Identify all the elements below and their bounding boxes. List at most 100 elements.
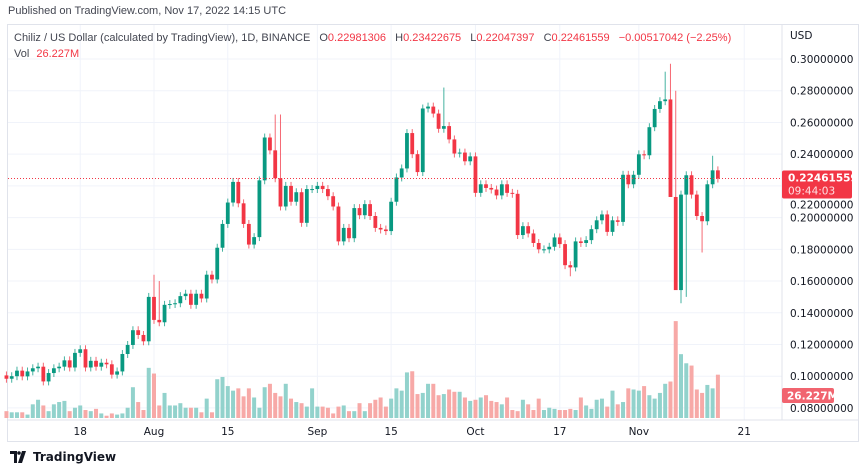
candle-body <box>320 185 325 190</box>
candle-body <box>30 368 35 372</box>
candle <box>658 97 662 113</box>
volume-bar <box>188 407 193 418</box>
volume-bar <box>404 372 409 418</box>
volume-bar <box>441 394 446 418</box>
price-tick-label: 0.28000000 <box>790 86 853 98</box>
volume-bar <box>136 402 141 418</box>
candle-body <box>473 156 478 193</box>
candle <box>357 204 362 220</box>
volume-bar <box>104 415 109 418</box>
candle-body <box>715 170 720 179</box>
candle <box>573 237 578 272</box>
time-tick-label: Sep <box>307 426 327 438</box>
candle-body <box>552 237 557 247</box>
published-caption: Published on TradingView.com, Nov 17, 20… <box>8 5 287 17</box>
candle <box>415 150 420 177</box>
symbol-description[interactable]: Chiliz / US Dollar (calculated by Tradin… <box>14 32 311 44</box>
candle <box>679 190 683 304</box>
candle-body <box>457 152 462 154</box>
volume-bar <box>257 407 262 418</box>
volume-bars <box>4 321 720 418</box>
volume-bar <box>431 383 436 418</box>
candle <box>473 152 478 197</box>
candle <box>447 122 452 144</box>
candle-body <box>399 168 404 178</box>
time-tick-label: Nov <box>629 426 650 438</box>
volume-bar <box>684 363 689 418</box>
candle-body <box>220 223 225 248</box>
volume-bar <box>51 404 56 418</box>
volume-bar <box>204 398 209 418</box>
candle-body <box>636 154 641 175</box>
volume-bar <box>57 402 62 418</box>
candle-body <box>157 319 162 323</box>
candle-body <box>20 370 25 377</box>
time-tick-label: 18 <box>74 426 87 438</box>
volume-bar <box>336 406 341 418</box>
volume-label[interactable]: Vol <box>14 48 30 60</box>
volume-bar <box>178 403 183 418</box>
candle <box>547 242 552 254</box>
candle-body <box>600 214 604 221</box>
candle-body <box>494 189 499 196</box>
volume-bar <box>705 384 710 418</box>
candle-body <box>352 208 357 239</box>
volume-bar <box>399 390 404 418</box>
footer-brand[interactable]: TradingView <box>10 450 116 464</box>
volume-bar <box>173 405 178 418</box>
volume-bar <box>341 405 346 418</box>
volume-bar <box>599 398 604 418</box>
time-tick-label: 21 <box>738 426 751 438</box>
candle <box>636 150 641 179</box>
candle <box>173 299 177 309</box>
candle-body <box>120 353 125 372</box>
candle <box>521 222 525 240</box>
candle-body <box>415 154 420 173</box>
candle-body <box>368 204 372 217</box>
volume-bar <box>236 388 241 418</box>
candle <box>109 360 114 379</box>
candle <box>94 356 98 371</box>
candle <box>136 326 141 339</box>
candle-body <box>62 360 67 367</box>
candle-body <box>658 101 662 109</box>
volume-bar <box>152 373 156 418</box>
candle-body <box>41 366 46 382</box>
volume-bar <box>283 383 288 418</box>
candle <box>257 176 262 242</box>
volume-bar <box>420 392 425 418</box>
candle-body <box>241 203 246 224</box>
candle <box>88 356 93 372</box>
candle <box>631 170 636 189</box>
volume-bar <box>141 410 146 418</box>
candle <box>41 362 46 386</box>
open-label: O <box>319 32 328 44</box>
candle <box>652 104 657 132</box>
candle-body <box>499 184 504 196</box>
candle <box>283 181 288 211</box>
candle <box>326 185 330 201</box>
candle-body <box>310 189 314 191</box>
volume-bar <box>436 395 441 418</box>
candle-body <box>225 202 230 224</box>
volume-bar <box>289 398 294 418</box>
legend-ohlc-row: Chiliz / US Dollar (calculated by Tradin… <box>14 30 731 46</box>
candle-body <box>25 371 30 377</box>
volume-bar <box>194 407 199 418</box>
candle-body <box>304 189 309 223</box>
candle-body <box>420 108 425 173</box>
volume-bar <box>125 407 130 418</box>
price-tick-label: 0.16000000 <box>790 276 853 288</box>
candle <box>125 340 130 358</box>
volume-bar <box>215 379 220 418</box>
candle <box>183 289 188 301</box>
volume-bar <box>636 390 641 418</box>
candle <box>378 223 383 234</box>
candle <box>505 180 509 197</box>
volume-bar <box>515 411 520 418</box>
candle-body <box>4 375 9 379</box>
volume-bar <box>331 413 336 418</box>
volume-bar <box>557 410 562 418</box>
candle-body <box>215 247 220 280</box>
